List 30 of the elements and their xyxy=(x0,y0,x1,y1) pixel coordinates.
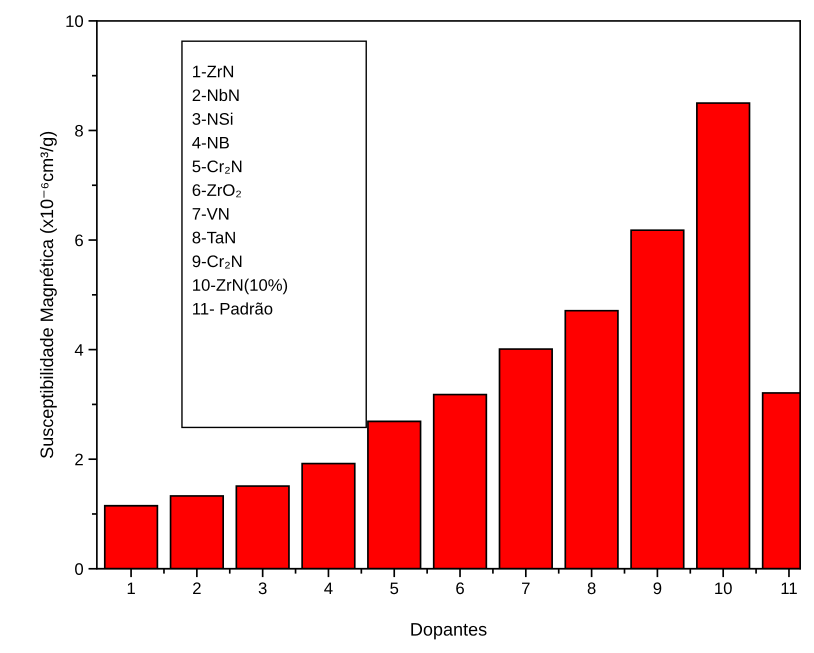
x-tick-label: 2 xyxy=(193,582,201,594)
x-axis-title: Dopantes xyxy=(411,623,487,640)
annotation: 10-ZrN(10%) xyxy=(193,278,288,294)
y-axis-title: Susceptibilidade Magnética (x10⁻⁶cm³/g) xyxy=(40,132,57,458)
annotation: 9-Cr₂N xyxy=(192,255,242,268)
y-tick-label: 6 xyxy=(75,234,83,246)
annotation: 7-VN xyxy=(192,208,228,220)
x-tick-label: 7 xyxy=(522,582,530,594)
x-tick-label: 10 xyxy=(715,582,732,594)
annotation: 1-ZrN xyxy=(193,66,234,78)
annotation: 8-TaN xyxy=(192,232,235,244)
y-tick-label: 10 xyxy=(66,15,84,28)
annotation: 6-ZrO₂ xyxy=(192,184,241,198)
annotation: 2-NbN xyxy=(192,88,239,102)
x-tick-label: 6 xyxy=(456,582,464,594)
x-tick-label: 5 xyxy=(390,582,398,594)
y-tick-label: 2 xyxy=(75,454,83,466)
x-tick-label: 9 xyxy=(654,582,662,594)
annotation: 11- Padrão xyxy=(193,302,272,315)
y-tick-label: 0 xyxy=(75,563,84,575)
annotation: 5-Cr₂N xyxy=(192,160,242,174)
y-tick-label: 4 xyxy=(74,344,84,356)
y-tick-label: 8 xyxy=(75,124,83,137)
x-tick-label: 1 xyxy=(128,582,135,594)
x-tick-label: 3 xyxy=(258,582,267,594)
x-tick-label: 4 xyxy=(324,582,333,594)
x-tick-label: 11 xyxy=(782,582,797,594)
annotation: 4-NB xyxy=(192,136,229,148)
annotation: 3-NSi xyxy=(192,112,232,125)
x-tick-label: 8 xyxy=(588,582,596,594)
